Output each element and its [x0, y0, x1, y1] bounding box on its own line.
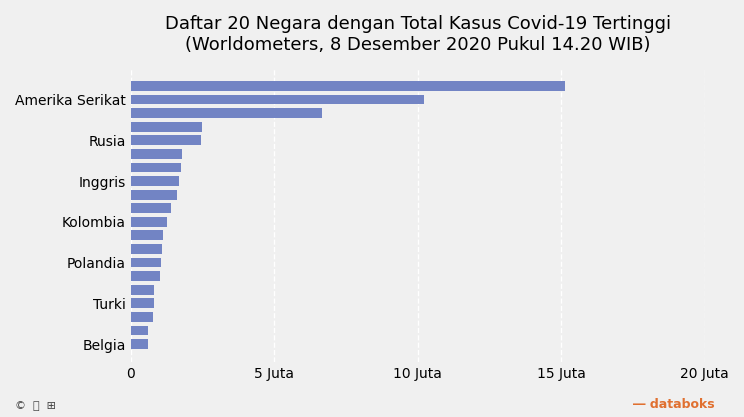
Bar	[131, 149, 182, 159]
Bar	[131, 326, 148, 335]
Bar	[131, 271, 160, 281]
Bar	[131, 95, 424, 104]
Bar	[131, 176, 179, 186]
Bar	[131, 312, 153, 322]
Bar	[131, 108, 322, 118]
Bar	[131, 203, 170, 213]
Text: ― databoks: ― databoks	[632, 398, 714, 411]
Bar	[131, 299, 153, 308]
Bar	[131, 81, 565, 91]
Title: Daftar 20 Negara dengan Total Kasus Covid-19 Tertinggi
(Worldometers, 8 Desember: Daftar 20 Negara dengan Total Kasus Covi…	[164, 15, 671, 54]
Bar	[131, 231, 163, 240]
Bar	[131, 122, 202, 132]
Bar	[131, 163, 181, 172]
Bar	[131, 258, 161, 267]
Bar	[131, 244, 161, 254]
Bar	[131, 217, 167, 227]
Bar	[131, 339, 147, 349]
Bar	[131, 285, 155, 294]
Text: ©  ⓘ  ⊞: © ⓘ ⊞	[15, 401, 56, 411]
Bar	[131, 136, 202, 145]
Bar	[131, 190, 177, 199]
